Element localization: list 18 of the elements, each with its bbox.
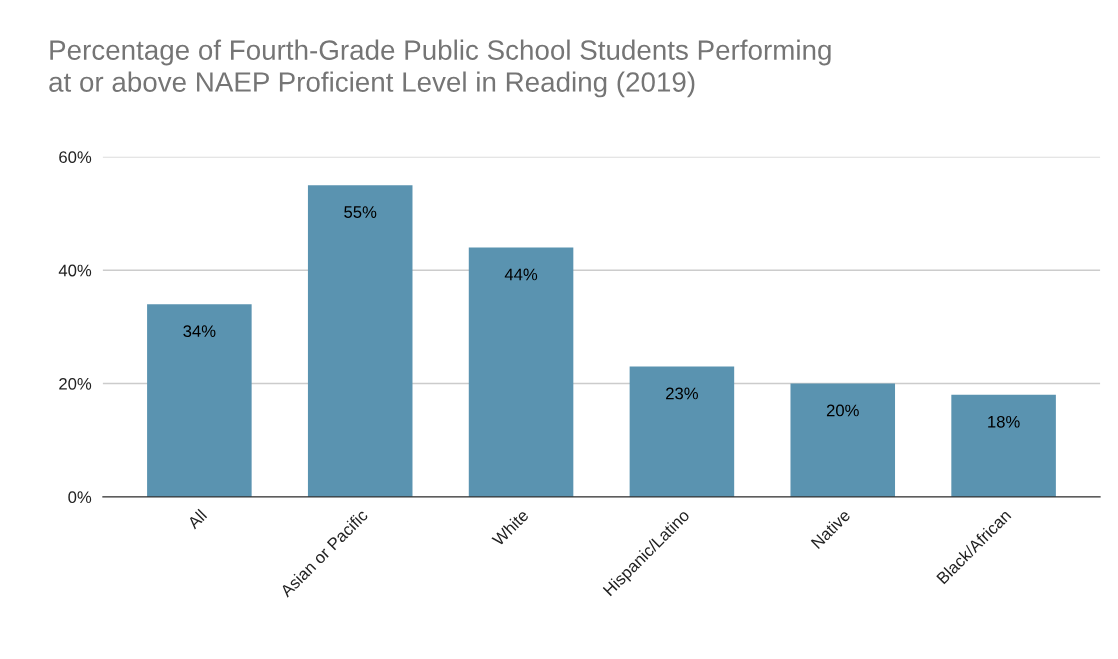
bar — [307, 185, 413, 497]
y-tick-label: 60% — [59, 151, 92, 164]
data-label: 20% — [826, 404, 859, 417]
bar — [790, 383, 896, 497]
bar — [951, 394, 1056, 497]
y-tick-label: 0% — [68, 491, 92, 504]
chart-title: Percentage of Fourth-Grade Public School Students Performing at or above NAEP Proficient Level in Reading (2019) — [49, 39, 831, 98]
bar — [147, 304, 252, 497]
data-label: 23% — [666, 387, 698, 400]
bar — [468, 247, 574, 497]
x-tick-label: All — [186, 508, 208, 530]
y-tick-label: 20% — [59, 377, 92, 390]
bar — [629, 366, 735, 497]
data-label: 55% — [344, 206, 377, 218]
y-tick-label: 40% — [58, 264, 92, 277]
data-label: 34% — [183, 325, 216, 338]
data-label: 44% — [504, 268, 538, 281]
data-label: 18% — [988, 415, 1020, 428]
